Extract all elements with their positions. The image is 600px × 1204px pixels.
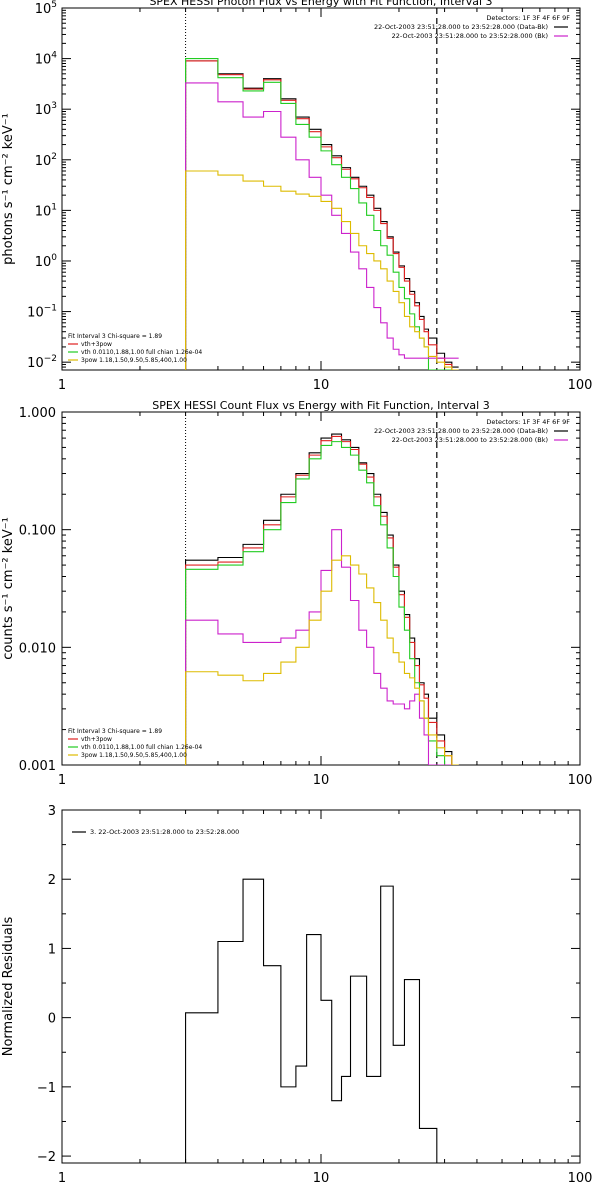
- y-tick-label: 105: [35, 0, 57, 17]
- y-tick-label: 0.100: [19, 524, 56, 539]
- chart-title: SPEX HESSI Count Flux vs Energy with Fit…: [152, 399, 489, 412]
- data-area: [185, 878, 438, 1163]
- series-step-line-1: [185, 433, 459, 765]
- x-tick-label: 10: [313, 1171, 330, 1186]
- y-tick-label: 100: [35, 253, 58, 270]
- y-tick-label: 0.010: [19, 641, 56, 656]
- series-step-line-2: [185, 435, 459, 765]
- x-tick-label: 100: [568, 378, 593, 393]
- series-step-line-4: [185, 529, 459, 765]
- chart-title: SPEX HESSI Photon Flux vs Energy with Fi…: [149, 0, 492, 8]
- y-tick-label: 1.000: [19, 406, 56, 421]
- legend-right-text: Detectors: 1F 3F 4F 6F 9F: [486, 14, 570, 22]
- y-tick-label: 101: [35, 202, 57, 219]
- legend-left-text: Fit Interval 3 Chi-square = 1.89: [68, 333, 162, 340]
- x-tick-label: 100: [568, 1171, 593, 1186]
- y-tick-label: 103: [35, 101, 57, 118]
- chart-panel-3: 1 10 100 −2 −1 0 1 2 3 Normalized Residuals 3. 22-…: [1, 804, 592, 1186]
- y-tick-label: 1: [48, 942, 56, 957]
- series-step-line-1: [185, 60, 459, 370]
- y-tick-label: 3: [48, 804, 56, 819]
- legend-left-text: vth 0.0110,1.88,1.00 full chian 1.26e-04: [81, 744, 202, 751]
- y-axis-label: photons s⁻¹ cm⁻² keV⁻¹: [1, 113, 16, 265]
- chart-panel-2: SPEX HESSI Count Flux vs Energy with Fit…: [1, 399, 592, 788]
- x-tick-label: 100: [568, 773, 593, 788]
- y-tick-label: 0: [48, 1012, 56, 1027]
- series-step-line-3: [185, 441, 459, 765]
- x-tick-label: 1: [58, 378, 66, 393]
- residual-step-line: [185, 878, 438, 1163]
- legend-left-text: vth+3pow: [81, 341, 112, 348]
- legend-right-text: Detectors: 1F 3F 4F 6F 9F: [486, 418, 570, 426]
- data-area: [185, 412, 459, 765]
- x-tick-label: 10: [313, 378, 330, 393]
- series-step-line-5: [185, 555, 459, 765]
- legend-left-text: Fit Interval 3 Chi-square = 1.89: [68, 728, 162, 735]
- y-tick-label: 2: [48, 873, 56, 888]
- y-tick-label: −1: [37, 1081, 56, 1096]
- series-step-line-2: [185, 60, 459, 370]
- legend-right-text: 22-Oct-2003 23:51:28.000 to 23:52:28.000…: [392, 436, 548, 444]
- x-tick-label: 1: [58, 1171, 66, 1186]
- series-step-line-5: [185, 170, 459, 370]
- legend-left-text: vth+3pow: [81, 736, 112, 743]
- y-axis-label: counts s⁻¹ cm⁻² keV⁻¹: [1, 517, 16, 660]
- legend-right-text: 22-Oct-2003 23:51:28.000 to 23:52:28.000…: [374, 23, 548, 31]
- legend-left-text: 3pow 1.18,1.50,9.50,5.85,400,1.00: [81, 357, 187, 364]
- x-tick-label: 10: [313, 773, 330, 788]
- series-step-line-4: [185, 82, 459, 370]
- y-tick-label: 0.001: [19, 759, 56, 774]
- legend-left-text: 3pow 1.18,1.50,9.50,5.85,400,1.00: [81, 752, 187, 759]
- y-axis-label: Normalized Residuals: [1, 917, 16, 1057]
- legend-right-text: 3. 22-Oct-2003 23:51:28.000 to 23:52:28.…: [90, 828, 239, 836]
- legend-left-text: vth 0.0110,1.88,1.00 full chian 1.26e-04: [81, 349, 202, 356]
- y-tick-label: 10−1: [27, 304, 57, 321]
- data-area: [185, 8, 459, 370]
- x-tick-label: 1: [58, 773, 66, 788]
- chart-panel-1: SPEX HESSI Photon Flux vs Energy with Fi…: [1, 0, 592, 393]
- y-tick-label: 104: [35, 51, 58, 68]
- y-tick-label: 102: [35, 152, 57, 169]
- y-tick-label: −2: [37, 1150, 56, 1165]
- legend-right-text: 22-Oct-2003 23:51:28.000 to 23:52:28.000…: [374, 427, 548, 435]
- y-tick-label: 10−2: [27, 354, 57, 371]
- series-step-line-3: [185, 58, 459, 370]
- legend-right-text: 22-Oct-2003 23:51:28.000 to 23:52:28.000…: [392, 32, 548, 40]
